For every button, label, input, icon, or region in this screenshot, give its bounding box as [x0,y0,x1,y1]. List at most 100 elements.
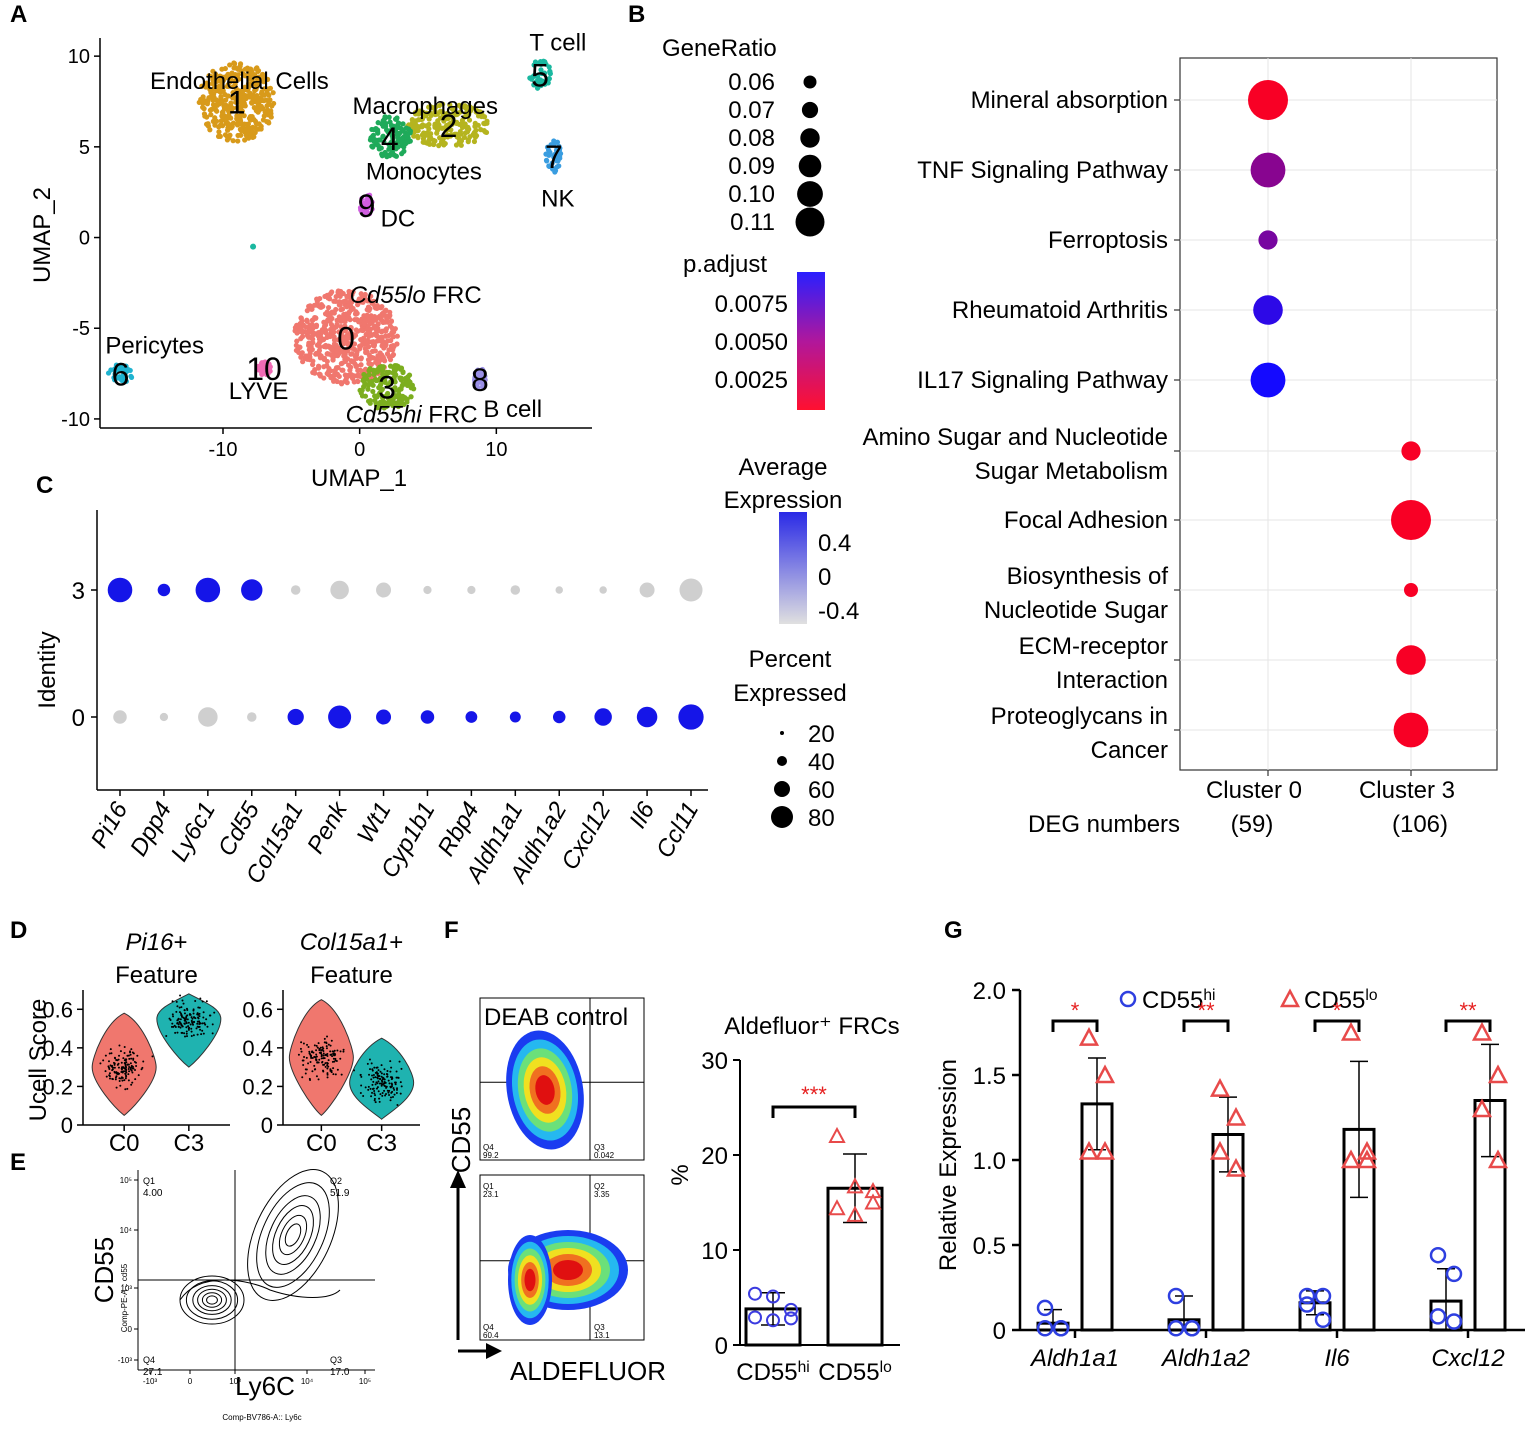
jitter-point [313,1055,316,1058]
jitter-point [391,1096,394,1099]
umap-point [444,127,450,133]
umap-point [372,325,378,332]
y-tick-label: 0 [79,228,90,250]
jitter-point [123,1051,126,1054]
jitter-point [104,1054,107,1057]
jitter-point [313,1064,316,1067]
umap-point [453,112,459,118]
jitter-point [373,1089,376,1092]
umap-point [405,139,411,145]
umap-point [377,350,383,356]
jitter-point [115,1071,118,1074]
data-point [1298,1287,1316,1305]
jitter-point [183,1012,186,1015]
expression-dot [599,586,607,594]
umap-point [420,136,427,142]
data-point [846,1177,864,1194]
y-tick-label: 0.2 [242,1074,273,1099]
umap-point [209,80,216,87]
significance-bracket [1182,1019,1230,1032]
umap-label: NK [541,186,574,213]
jitter-point [389,1060,392,1063]
umap-point [125,367,131,373]
jitter-point [305,1068,308,1071]
x-axis-label: Ly6C [235,1371,295,1401]
umap-point [347,301,353,307]
jitter-point [385,1073,388,1076]
jitter-point [181,1031,184,1034]
jitter-point [315,1059,318,1062]
umap-point [458,138,465,144]
data-point [1036,1299,1054,1317]
quadrant-name: Q2 [594,1182,605,1191]
umap-point [462,114,468,120]
jitter-point [108,1074,111,1077]
jitter-point [318,1058,321,1061]
jitter-point [198,1015,201,1018]
umap-point [432,108,438,114]
jitter-point [197,1026,200,1029]
umap-point [427,141,433,147]
umap-point [461,134,468,141]
plot-frame [1179,57,1498,771]
jitter-point [399,1092,402,1095]
umap-point [437,135,443,141]
jitter-point [322,1054,325,1057]
jitter-point [320,1057,323,1060]
umap-point [350,358,356,364]
jitter-point [191,1017,194,1020]
jitter-point [326,1067,329,1070]
contour-line [192,1285,232,1315]
jitter-point [368,1058,371,1061]
size-legend-label: 0.11 [730,209,775,236]
umap-point [426,133,432,139]
umap-point [223,97,229,103]
umap-label-cd55hi-frc: Cd55hi FRC [346,402,478,429]
umap-point [392,362,398,369]
umap-point [453,142,460,148]
umap-point [363,349,369,356]
size-legend-label: 0.08 [728,125,775,152]
jitter-point [383,1078,386,1081]
jitter-point [115,1059,118,1062]
umap-point [345,346,351,352]
umap-point [219,74,225,80]
text-span: + [174,929,188,956]
jitter-point [323,1063,326,1066]
jitter-point [190,1027,193,1030]
y-axis-label: CD55 [446,1107,476,1173]
y-axis-label: UMAP_2 [29,187,56,283]
jitter-point [388,1082,391,1085]
umap-point [394,333,400,339]
umap-point [341,340,348,346]
umap-point [377,375,383,381]
umap-point [386,146,392,152]
umap-point [339,360,345,366]
quadrant-value: 0.042 [594,1151,615,1160]
umap-point [213,118,220,124]
umap-point [545,76,552,82]
jitter-point [377,1090,380,1093]
jitter-point [129,1062,132,1065]
jitter-point [333,1049,336,1052]
umap-point [372,397,378,404]
expression-dot [195,577,221,603]
pathway-label: Mineral absorption [971,87,1168,114]
color-legend-label: -0.4 [818,598,859,625]
umap-point [236,94,242,100]
contour-line [265,1195,321,1275]
gene-label: Ccl11 [651,798,704,863]
density-contour [524,1268,536,1292]
expression-dot [678,704,704,730]
jitter-point [180,1014,183,1017]
jitter-point [385,1092,388,1095]
umap-point [391,394,397,401]
umap-point [456,102,462,108]
umap-point [299,329,305,335]
jitter-point [117,1058,120,1061]
jitter-point [381,1078,384,1081]
umap-point [442,116,448,122]
quadrant-name: Q3 [330,1355,342,1365]
violin-title: Feature [115,962,198,989]
